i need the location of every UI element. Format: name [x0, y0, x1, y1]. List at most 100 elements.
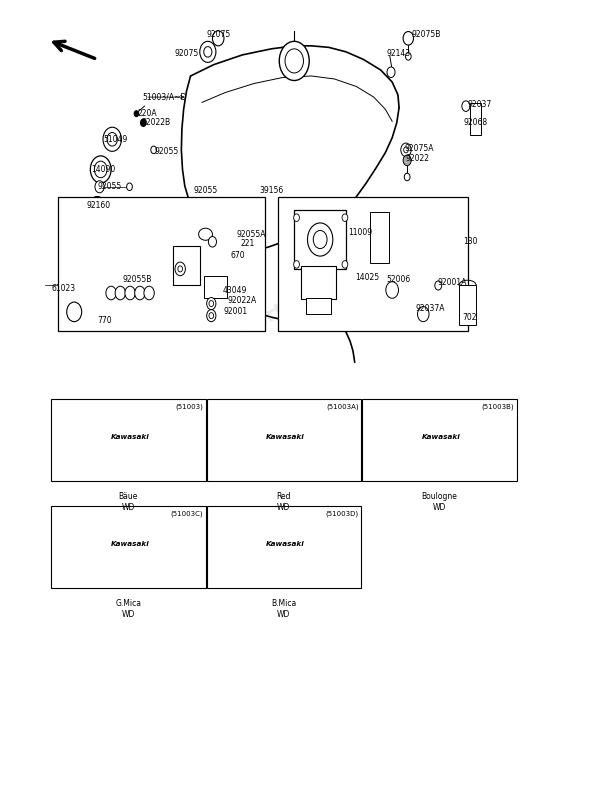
Text: Kawasaki: Kawasaki	[266, 433, 305, 440]
Circle shape	[386, 282, 398, 298]
Circle shape	[107, 133, 118, 146]
Circle shape	[285, 49, 304, 73]
Text: 92055: 92055	[97, 182, 121, 192]
Text: 130: 130	[464, 237, 478, 246]
Text: 92055: 92055	[155, 147, 179, 156]
Circle shape	[418, 307, 429, 322]
Bar	[278, 196, 468, 330]
Text: WD: WD	[122, 609, 135, 619]
Circle shape	[307, 223, 333, 256]
Text: 220A: 220A	[137, 109, 157, 119]
Text: (51003): (51003)	[175, 403, 203, 410]
Text: 39156: 39156	[260, 186, 284, 195]
Text: 92055B: 92055B	[122, 275, 152, 284]
Circle shape	[403, 31, 413, 45]
Circle shape	[293, 214, 299, 221]
Circle shape	[293, 261, 299, 268]
Circle shape	[115, 287, 125, 300]
Circle shape	[403, 155, 411, 166]
Bar	[301, 266, 336, 299]
Circle shape	[404, 147, 408, 153]
Text: 670: 670	[231, 251, 245, 260]
Circle shape	[127, 183, 133, 191]
Text: 92055A: 92055A	[236, 230, 266, 239]
Text: 51049: 51049	[103, 135, 127, 144]
Text: 11009: 11009	[349, 228, 373, 237]
Bar	[459, 286, 476, 325]
Circle shape	[67, 302, 82, 322]
Text: 92055: 92055	[194, 186, 218, 195]
Text: WD: WD	[122, 502, 135, 512]
Text: (51003B): (51003B)	[482, 403, 514, 410]
Text: 43049: 43049	[223, 286, 247, 294]
Text: 52006: 52006	[386, 275, 410, 284]
Text: Kawasaki: Kawasaki	[422, 433, 460, 440]
Circle shape	[342, 261, 348, 268]
Circle shape	[404, 173, 410, 181]
Circle shape	[460, 229, 467, 239]
Circle shape	[140, 119, 146, 126]
Bar	[173, 246, 200, 286]
Text: (51003D): (51003D)	[326, 510, 359, 517]
Circle shape	[175, 262, 185, 276]
Circle shape	[151, 146, 157, 154]
Circle shape	[462, 100, 470, 111]
Bar	[51, 399, 206, 481]
Circle shape	[435, 281, 442, 290]
Circle shape	[206, 309, 216, 322]
Text: 92001A: 92001A	[437, 278, 466, 287]
Circle shape	[144, 287, 154, 300]
Circle shape	[342, 214, 348, 221]
Circle shape	[406, 53, 411, 60]
Text: 92037: 92037	[467, 100, 491, 109]
Text: 92143: 92143	[386, 49, 410, 58]
Text: 92037A: 92037A	[415, 304, 445, 312]
Circle shape	[212, 31, 224, 46]
Text: WD: WD	[433, 502, 446, 512]
Circle shape	[106, 287, 116, 300]
Bar	[306, 298, 331, 314]
Circle shape	[178, 266, 182, 272]
Text: 702: 702	[463, 312, 477, 322]
Bar	[294, 210, 346, 269]
Circle shape	[95, 181, 104, 193]
Text: G.Mica: G.Mica	[115, 599, 142, 608]
Text: 14025: 14025	[355, 273, 379, 283]
Text: Kawasaki: Kawasaki	[110, 541, 149, 546]
Text: 14090: 14090	[91, 165, 116, 174]
Text: WD: WD	[277, 502, 290, 512]
Bar	[470, 103, 481, 135]
Text: 92160: 92160	[87, 201, 111, 210]
Circle shape	[206, 298, 216, 309]
Circle shape	[103, 127, 121, 152]
Bar	[362, 399, 517, 481]
Circle shape	[134, 287, 145, 300]
Text: 51003/A~D: 51003/A~D	[142, 93, 187, 101]
Text: 92068: 92068	[464, 119, 488, 127]
Text: Bäue: Bäue	[119, 492, 138, 501]
Text: Red: Red	[277, 492, 291, 501]
Text: 92022B: 92022B	[141, 119, 170, 127]
Circle shape	[204, 46, 212, 57]
Circle shape	[208, 236, 217, 247]
Circle shape	[125, 287, 135, 300]
Text: Kawasaki: Kawasaki	[110, 433, 149, 440]
Bar	[205, 276, 227, 298]
Circle shape	[94, 161, 107, 177]
Circle shape	[200, 42, 216, 63]
Circle shape	[209, 301, 214, 307]
Circle shape	[313, 231, 327, 249]
Bar	[370, 212, 389, 263]
Text: 92001: 92001	[224, 307, 248, 316]
Text: 221: 221	[240, 239, 254, 248]
Text: (51003C): (51003C)	[170, 510, 203, 517]
Text: 770: 770	[97, 316, 112, 325]
Text: (51003A): (51003A)	[326, 403, 359, 410]
Text: PartsPanda: PartsPanda	[239, 267, 361, 337]
Bar	[51, 506, 206, 589]
Bar	[206, 506, 361, 589]
Circle shape	[91, 156, 111, 183]
Ellipse shape	[199, 228, 212, 240]
Text: B.Mica: B.Mica	[271, 599, 296, 608]
Circle shape	[401, 143, 411, 157]
